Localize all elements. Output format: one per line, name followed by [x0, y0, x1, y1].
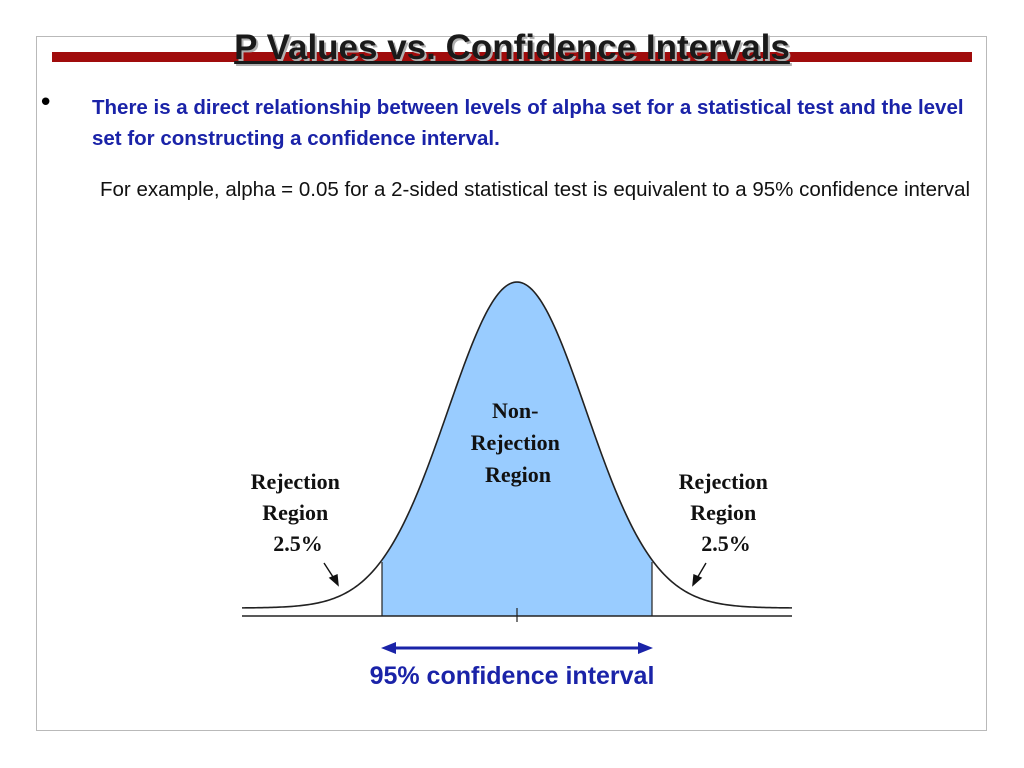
slide-frame	[36, 36, 987, 731]
rejection-left-line-2: Region	[262, 500, 328, 525]
left-pointer-arrow	[323, 562, 339, 587]
rejection-left-label: Rejection Region 2.5%	[251, 469, 346, 556]
non-rejection-line-2: Rejection	[471, 430, 560, 455]
title-bar	[52, 52, 972, 62]
rejection-right-label: Rejection Region 2.5%	[679, 469, 774, 556]
bell-curve	[241, 281, 793, 609]
rejection-right-line-2: Region	[690, 500, 756, 525]
slide-title: P Values vs. Confidence Intervals	[234, 28, 790, 67]
non-rejection-line-1: Non-	[492, 398, 538, 423]
rejection-left-line-3: 2.5%	[273, 531, 323, 556]
rejection-right-line-3: 2.5%	[701, 531, 751, 556]
example-text: For example, alpha = 0.05 for a 2-sided …	[100, 178, 971, 201]
right-pointer-arrow	[692, 562, 707, 587]
non-rejection-line-3: Region	[485, 462, 551, 487]
bullet-text: There is a direct relationship between l…	[92, 96, 964, 150]
non-rejection-area	[382, 282, 652, 616]
confidence-interval-label: 95% confidence interval	[369, 662, 655, 690]
bullet-dot: •	[38, 88, 54, 118]
rejection-right-line-1: Rejection	[679, 469, 768, 494]
rejection-left-line-1: Rejection	[251, 469, 340, 494]
confidence-interval-arrow	[381, 642, 653, 654]
non-rejection-label: Non- Rejection Region	[471, 398, 566, 487]
